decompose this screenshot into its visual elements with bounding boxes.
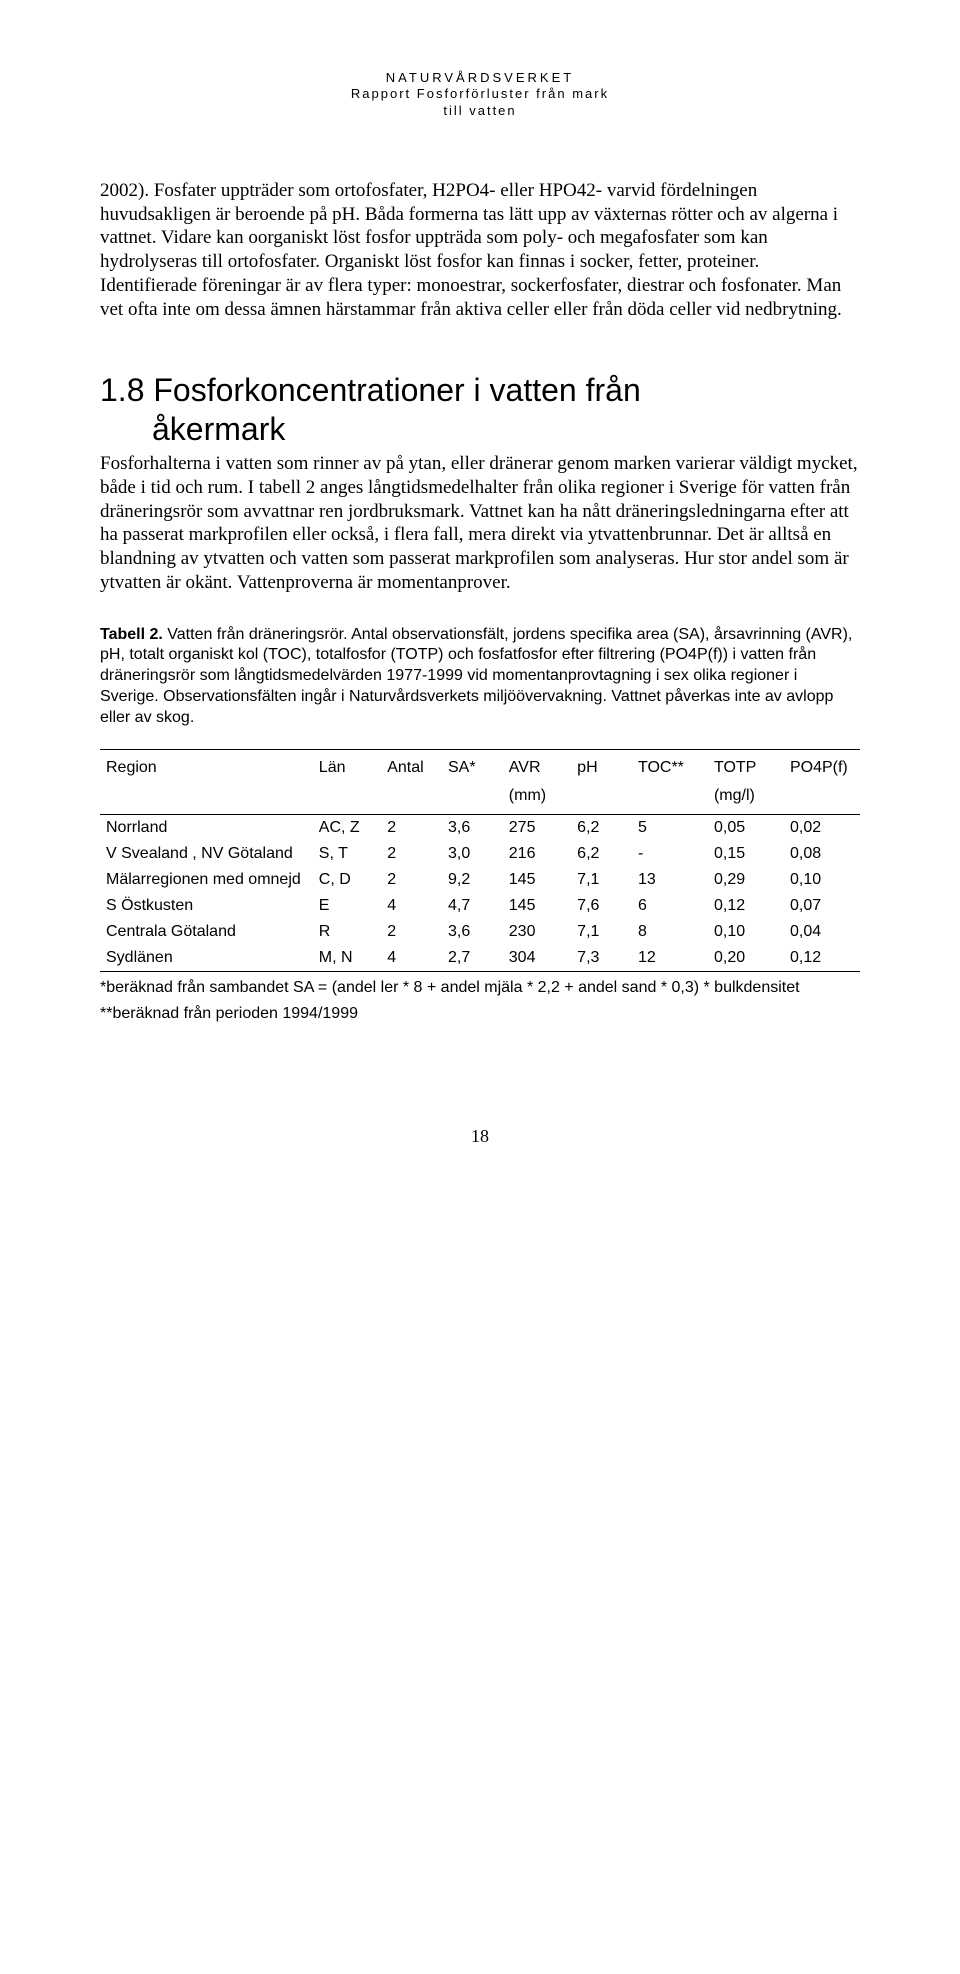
table-cell: 0,02 <box>784 814 860 841</box>
table-cell: 12 <box>632 945 708 972</box>
table-cell: 0,12 <box>708 893 784 919</box>
table-header-cell: Region <box>100 749 313 782</box>
table-row: V Svealand , NV GötalandS, T23,02166,2-0… <box>100 841 860 867</box>
table-cell: 0,07 <box>784 893 860 919</box>
table-cell: 7,3 <box>571 945 632 972</box>
table-header-subcell <box>100 782 313 815</box>
table-caption-text: Vatten från dräneringsrör. Antal observa… <box>100 626 852 726</box>
table-cell: 2,7 <box>442 945 503 972</box>
header-line3: till vatten <box>100 103 860 119</box>
table-row: SydlänenM, N42,73047,3120,200,12 <box>100 945 860 972</box>
table-header-subcell <box>571 782 632 815</box>
table-cell: 0,10 <box>708 919 784 945</box>
table-caption-bold: Tabell 2. <box>100 626 163 643</box>
section-title-line2: åkermark <box>100 410 860 448</box>
paragraph-1: 2002). Fosfater uppträder som ortofosfat… <box>100 179 860 322</box>
table-cell: 0,20 <box>708 945 784 972</box>
table-cell: 0,15 <box>708 841 784 867</box>
section-heading: 1.8 Fosforkoncentrationer i vatten från … <box>100 371 860 448</box>
table-cell: 216 <box>503 841 571 867</box>
table-cell: 2 <box>381 867 442 893</box>
table-header-subcell <box>313 782 381 815</box>
table-header-cell: AVR <box>503 749 571 782</box>
table-cell: 6 <box>632 893 708 919</box>
table-cell: V Svealand , NV Götaland <box>100 841 313 867</box>
table-cell: 145 <box>503 893 571 919</box>
table-header-subcell: (mg/l) <box>708 782 784 815</box>
table-header-cell: Antal <box>381 749 442 782</box>
page-number: 18 <box>100 1125 860 1148</box>
table-cell: 304 <box>503 945 571 972</box>
table-cell: C, D <box>313 867 381 893</box>
section-number: 1.8 <box>100 372 144 408</box>
table-header-subcell <box>784 782 860 815</box>
table-cell: 6,2 <box>571 841 632 867</box>
table-cell: Mälarregionen med omnejd <box>100 867 313 893</box>
table-cell: 4 <box>381 893 442 919</box>
table-cell: 3,6 <box>442 814 503 841</box>
table-cell: 2 <box>381 814 442 841</box>
table-cell: 2 <box>381 919 442 945</box>
table-head: RegionLänAntalSA*AVRpHTOC**TOTPPO4P(f) (… <box>100 749 860 814</box>
table-cell: R <box>313 919 381 945</box>
table-cell: 0,05 <box>708 814 784 841</box>
table-cell: Sydlänen <box>100 945 313 972</box>
table-header-cell: TOC** <box>632 749 708 782</box>
table-cell: 275 <box>503 814 571 841</box>
table-header-subcell <box>442 782 503 815</box>
table-header-row-1: RegionLänAntalSA*AVRpHTOC**TOTPPO4P(f) <box>100 749 860 782</box>
header-line2: Rapport Fosforförluster från mark <box>100 86 860 102</box>
data-table: RegionLänAntalSA*AVRpHTOC**TOTPPO4P(f) (… <box>100 749 860 972</box>
table-cell: 9,2 <box>442 867 503 893</box>
table-cell: 0,04 <box>784 919 860 945</box>
table-cell: - <box>632 841 708 867</box>
page-header: NATURVÅRDSVERKET Rapport Fosforförluster… <box>100 70 860 119</box>
table-caption: Tabell 2. Vatten från dräneringsrör. Ant… <box>100 625 860 729</box>
table-header-subcell <box>381 782 442 815</box>
table-header-cell: PO4P(f) <box>784 749 860 782</box>
table-cell: 7,1 <box>571 919 632 945</box>
table-cell: AC, Z <box>313 814 381 841</box>
table-cell: 0,10 <box>784 867 860 893</box>
table-cell: S Östkusten <box>100 893 313 919</box>
table-cell: 13 <box>632 867 708 893</box>
table-cell: Centrala Götaland <box>100 919 313 945</box>
table-cell: 4 <box>381 945 442 972</box>
table-row: S ÖstkustenE44,71457,660,120,07 <box>100 893 860 919</box>
table-header-subcell: (mm) <box>503 782 571 815</box>
table-cell: 4,7 <box>442 893 503 919</box>
table-cell: 3,0 <box>442 841 503 867</box>
table-header-cell: pH <box>571 749 632 782</box>
table-cell: 0,08 <box>784 841 860 867</box>
paragraph-2: Fosforhalterna i vatten som rinner av på… <box>100 452 860 595</box>
table-header-subcell <box>632 782 708 815</box>
table-cell: 7,1 <box>571 867 632 893</box>
table-row: Centrala GötalandR23,62307,180,100,04 <box>100 919 860 945</box>
table-row: NorrlandAC, Z23,62756,250,050,02 <box>100 814 860 841</box>
table-cell: 2 <box>381 841 442 867</box>
table-cell: 6,2 <box>571 814 632 841</box>
section-title-line1: Fosforkoncentrationer i vatten från <box>153 372 640 408</box>
table-cell: S, T <box>313 841 381 867</box>
table-cell: E <box>313 893 381 919</box>
table-cell: 0,29 <box>708 867 784 893</box>
footnote-2: **beräknad från perioden 1994/1999 <box>100 1004 860 1025</box>
table-cell: 0,12 <box>784 945 860 972</box>
table-cell: 8 <box>632 919 708 945</box>
table-header-cell: TOTP <box>708 749 784 782</box>
table-body: NorrlandAC, Z23,62756,250,050,02V Sveala… <box>100 814 860 971</box>
table-cell: 230 <box>503 919 571 945</box>
table-row: Mälarregionen med omnejdC, D29,21457,113… <box>100 867 860 893</box>
table-cell: Norrland <box>100 814 313 841</box>
table-header-cell: SA* <box>442 749 503 782</box>
table-cell: 3,6 <box>442 919 503 945</box>
footnote-1: *beräknad från sambandet SA = (andel ler… <box>100 978 860 999</box>
table-cell: 145 <box>503 867 571 893</box>
table-cell: M, N <box>313 945 381 972</box>
table-header-cell: Län <box>313 749 381 782</box>
table-cell: 5 <box>632 814 708 841</box>
table-cell: 7,6 <box>571 893 632 919</box>
header-line1: NATURVÅRDSVERKET <box>100 70 860 86</box>
table-header-row-2: (mm) (mg/l) <box>100 782 860 815</box>
